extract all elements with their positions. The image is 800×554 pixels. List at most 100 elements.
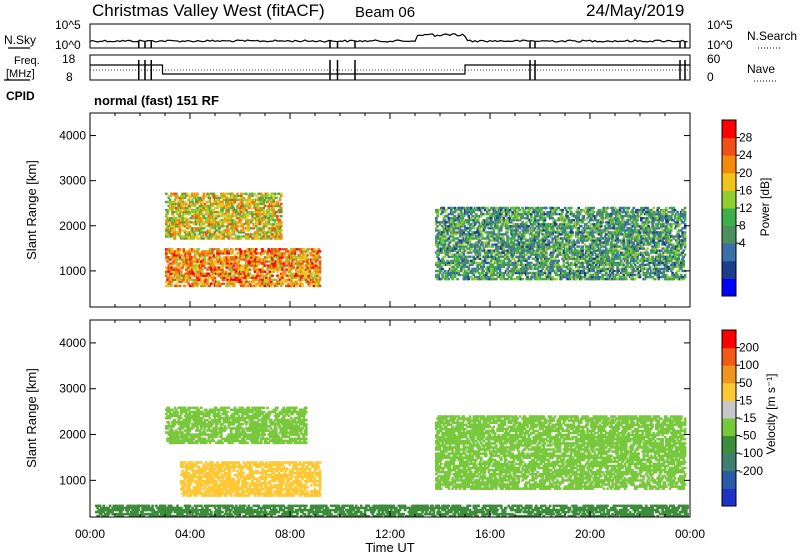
heatmap-cell xyxy=(184,285,187,287)
heatmap-cell xyxy=(233,283,236,285)
heatmap-cell xyxy=(288,258,291,260)
heatmap-cell xyxy=(459,254,462,256)
heatmap-cell xyxy=(493,229,496,231)
heatmap-cell xyxy=(271,279,274,281)
heatmap-cell xyxy=(245,233,248,235)
heatmap-cell xyxy=(519,213,522,215)
heatmap-cell xyxy=(258,256,261,258)
heatmap-cell xyxy=(186,193,189,195)
heatmap-cell xyxy=(175,271,178,273)
heatmap-cell xyxy=(201,201,204,203)
heatmap-cell xyxy=(589,235,592,237)
heatmap-cell xyxy=(555,270,558,272)
heatmap-cell xyxy=(264,237,267,239)
heatmap-cell xyxy=(179,250,182,252)
heatmap-cell xyxy=(491,243,494,245)
freq-label-line1: Freq. xyxy=(14,55,40,67)
heatmap-cell xyxy=(454,250,457,252)
heatmap-cell xyxy=(449,241,452,243)
heatmap-cell xyxy=(285,248,288,250)
heatmap-cell xyxy=(576,270,579,272)
heatmap-cell xyxy=(544,217,547,219)
heatmap-cell xyxy=(498,256,501,258)
heatmap-cell xyxy=(254,283,257,285)
heatmap-cell xyxy=(233,264,236,266)
heatmap-cell xyxy=(230,271,233,273)
heatmap-cell xyxy=(506,207,509,209)
heatmap-cell xyxy=(526,207,529,209)
heatmap-cell xyxy=(183,250,186,252)
freq-trace xyxy=(90,65,690,74)
heatmap-cell xyxy=(573,213,576,215)
heatmap-cell xyxy=(506,229,509,231)
heatmap-cell xyxy=(200,229,203,231)
heatmap-cell xyxy=(510,219,513,221)
heatmap-cell xyxy=(493,270,496,272)
heatmap-cell xyxy=(271,215,274,217)
heatmap-cell xyxy=(203,227,206,229)
heatmap-cell xyxy=(224,258,227,260)
heatmap-cell xyxy=(176,258,179,260)
heatmap-cell xyxy=(293,262,296,264)
heatmap-cell xyxy=(499,221,502,223)
heatmap-cell xyxy=(250,264,253,266)
heatmap-cell xyxy=(481,250,484,252)
heatmap-cell xyxy=(458,270,461,272)
heatmap-cell xyxy=(545,262,548,264)
heatmap-cell xyxy=(516,229,519,231)
heatmap-cell xyxy=(460,270,463,272)
heatmap-cell xyxy=(210,283,213,285)
heatmap-cell xyxy=(478,235,481,237)
heatmap-cell xyxy=(295,271,298,273)
heatmap-cell xyxy=(438,247,441,249)
heatmap-cell xyxy=(571,231,574,233)
heatmap-cell xyxy=(259,268,262,270)
heatmap-cell xyxy=(165,235,168,237)
heatmap-cell xyxy=(268,250,271,252)
heatmap-cell xyxy=(264,256,267,258)
heatmap-cell xyxy=(564,207,567,209)
heatmap-cell xyxy=(256,264,259,266)
heatmap-cell xyxy=(169,199,172,201)
heatmap-cell xyxy=(235,235,238,237)
heatmap-cell xyxy=(558,207,561,209)
heatmap-cell xyxy=(258,237,261,239)
heatmap-cell xyxy=(558,260,561,262)
heatmap-cell xyxy=(169,258,172,260)
heatmap-cell xyxy=(303,248,306,250)
heatmap-cell xyxy=(561,241,564,243)
heatmap-cell xyxy=(483,219,486,221)
heatmap-cell xyxy=(240,235,243,237)
heatmap-cell xyxy=(245,258,248,260)
heatmap-cell xyxy=(444,241,447,243)
heatmap-cell xyxy=(588,215,591,217)
heatmap-cell xyxy=(500,207,503,209)
heatmap-cell xyxy=(530,262,533,264)
heatmap-cell xyxy=(244,199,247,201)
heatmap-cell xyxy=(251,233,254,235)
heatmap-cell xyxy=(448,213,451,215)
heatmap-cell xyxy=(455,209,458,211)
heatmap-cell xyxy=(218,215,221,217)
heatmap-cell xyxy=(196,221,199,223)
freq-tick-bottom: 8 xyxy=(66,70,73,84)
heatmap-cell xyxy=(191,250,194,252)
heatmap-cell xyxy=(275,264,278,266)
heatmap-cell xyxy=(249,219,252,221)
heatmap-cell xyxy=(189,250,192,252)
heatmap-cell xyxy=(165,229,168,231)
heatmap-cell xyxy=(528,225,531,227)
heatmap-cell xyxy=(533,258,536,260)
heatmap-cell xyxy=(319,271,322,273)
heatmap-cell xyxy=(540,207,543,209)
heatmap-cell xyxy=(564,262,567,264)
heatmap-cell xyxy=(538,235,541,237)
heatmap-cell xyxy=(206,279,209,281)
heatmap-cell xyxy=(235,258,238,260)
heatmap-cell xyxy=(231,237,234,239)
heatmap-cell xyxy=(525,221,528,223)
heatmap-cell xyxy=(514,247,517,249)
heatmap-cell xyxy=(221,201,224,203)
heatmap-cell xyxy=(449,235,452,237)
heatmap-cell xyxy=(506,221,509,223)
